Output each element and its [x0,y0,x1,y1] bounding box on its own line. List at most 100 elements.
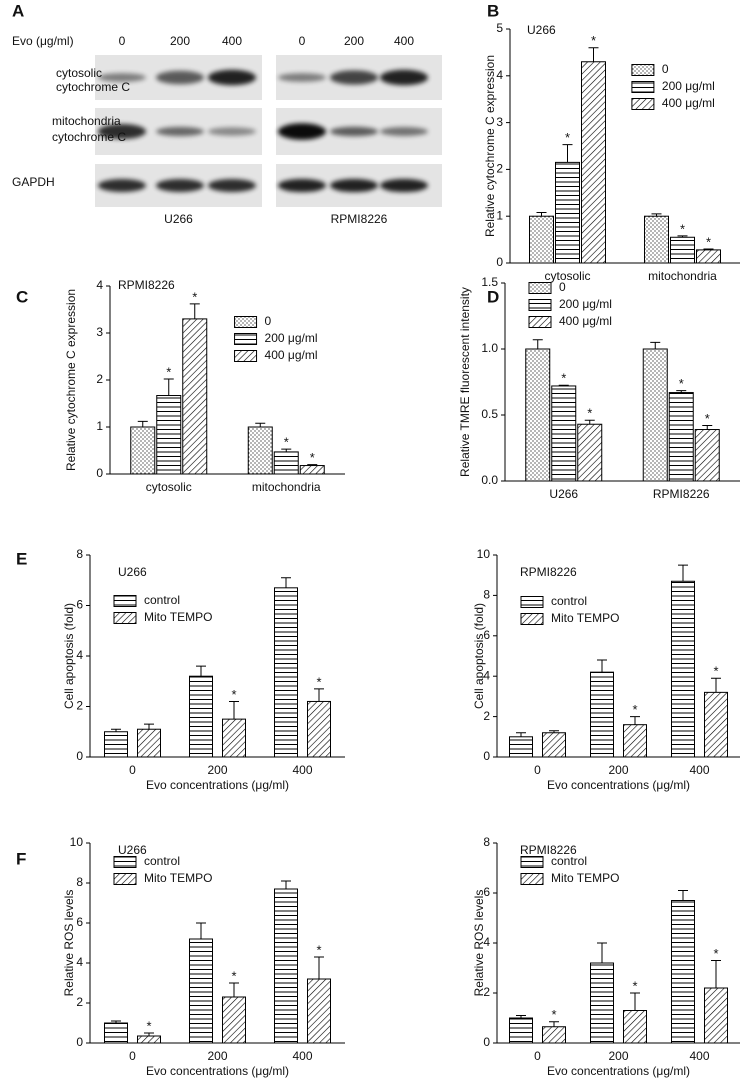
bar [644,215,669,264]
y-tick-label: 8 [483,588,490,602]
y-tick-label: 4 [76,648,83,662]
bar [222,718,246,758]
bar [590,962,614,1044]
y-tick-label: 6 [76,598,83,612]
significance-marker: * [706,234,711,249]
error-bar [630,716,640,725]
legend-label: Mito TEMPO [551,871,619,885]
bar [670,236,695,264]
y-tick-label: 1.5 [481,275,498,289]
legend-label: control [144,593,180,607]
error-bar [549,730,559,733]
x-tick-label: 0 [129,763,136,777]
legend-label: control [144,854,180,868]
lane-label: 400 [394,34,414,48]
legend-swatch [234,333,258,345]
x-axis-label: Evo concentrations (μg/ml) [547,1064,690,1078]
x-tick-label: 0 [534,1049,541,1063]
bar [299,465,325,475]
x-tick-label: 200 [207,763,227,777]
bar [577,423,603,482]
y-tick-label: 2 [96,372,103,386]
error-bar [189,303,200,319]
legend-label: Mito TEMPO [551,611,619,625]
legend-swatch [520,856,544,868]
legend-swatch [113,856,137,868]
significance-marker: * [561,371,566,386]
y-tick-label: 0 [76,1035,83,1049]
error-bar [703,248,714,250]
y-tick-label: 2 [76,995,83,1009]
error-bar [650,341,661,349]
error-bar [144,1032,154,1036]
lane-label: 200 [344,34,364,48]
bar [274,888,298,1044]
bar [551,385,577,482]
blot-band [208,127,256,136]
bar [274,587,298,758]
bar [104,1022,128,1044]
blot-band [98,179,146,192]
x-tick-label: 400 [689,1049,709,1063]
y-tick-label: 8 [76,547,83,561]
y-tick-label: 0 [483,1035,490,1049]
cell-line-label: RPMI8226 [331,212,388,226]
error-bar [196,922,206,939]
panel-label: F [16,849,26,868]
legend-label: 0 [559,280,566,294]
error-bar [584,419,595,425]
y-tick-label: 4 [483,935,490,949]
blot-band [156,179,204,192]
x-tick-label: cytosolic [544,269,590,283]
y-axis-label: Cell apoptosis (fold) [472,603,486,709]
blot-band [278,178,326,193]
significance-marker: * [632,702,637,717]
bar [247,426,273,475]
error-bar [307,464,318,466]
blot-band [156,126,204,137]
chart-title: RPMI8226 [118,278,175,292]
bar [696,249,721,264]
legend-swatch [631,98,655,110]
significance-marker: * [310,450,315,465]
error-bar [677,235,688,238]
x-axis-label: Evo concentrations (μg/ml) [146,1064,289,1078]
row-label: GAPDH [12,175,55,189]
bar [694,429,720,482]
bar [509,1017,533,1044]
y-tick-label: 8 [483,835,490,849]
legend-swatch [631,64,655,76]
blot-band [208,69,256,86]
blot-band [98,73,146,82]
error-bar [678,564,688,582]
y-tick-label: 0.0 [481,473,498,487]
bar [671,900,695,1044]
significance-marker: * [632,978,637,993]
significance-marker: * [146,1018,151,1033]
bar [156,395,182,475]
significance-marker: * [679,376,684,391]
x-tick-label: 400 [292,1049,312,1063]
x-tick-label: 400 [292,763,312,777]
row-label: cytosolic [56,66,102,80]
blot-band [330,70,378,85]
significance-marker: * [284,435,289,450]
y-tick-label: 3 [496,115,503,129]
x-tick-label: 200 [608,763,628,777]
error-bar [144,723,154,730]
legend-swatch [528,316,552,328]
bar [704,987,728,1044]
y-tick-label: 1 [96,419,103,433]
blot-band [278,123,326,140]
bar [130,426,156,475]
legend-label: control [551,854,587,868]
error-bar [281,880,291,889]
bar [671,580,695,758]
bar [668,392,694,482]
y-tick-label: 6 [76,915,83,929]
y-tick-label: 0 [96,466,103,480]
y-tick-label: 6 [483,628,490,642]
legend-swatch [520,613,544,625]
blot-band [98,123,146,140]
y-tick-label: 2 [483,709,490,723]
